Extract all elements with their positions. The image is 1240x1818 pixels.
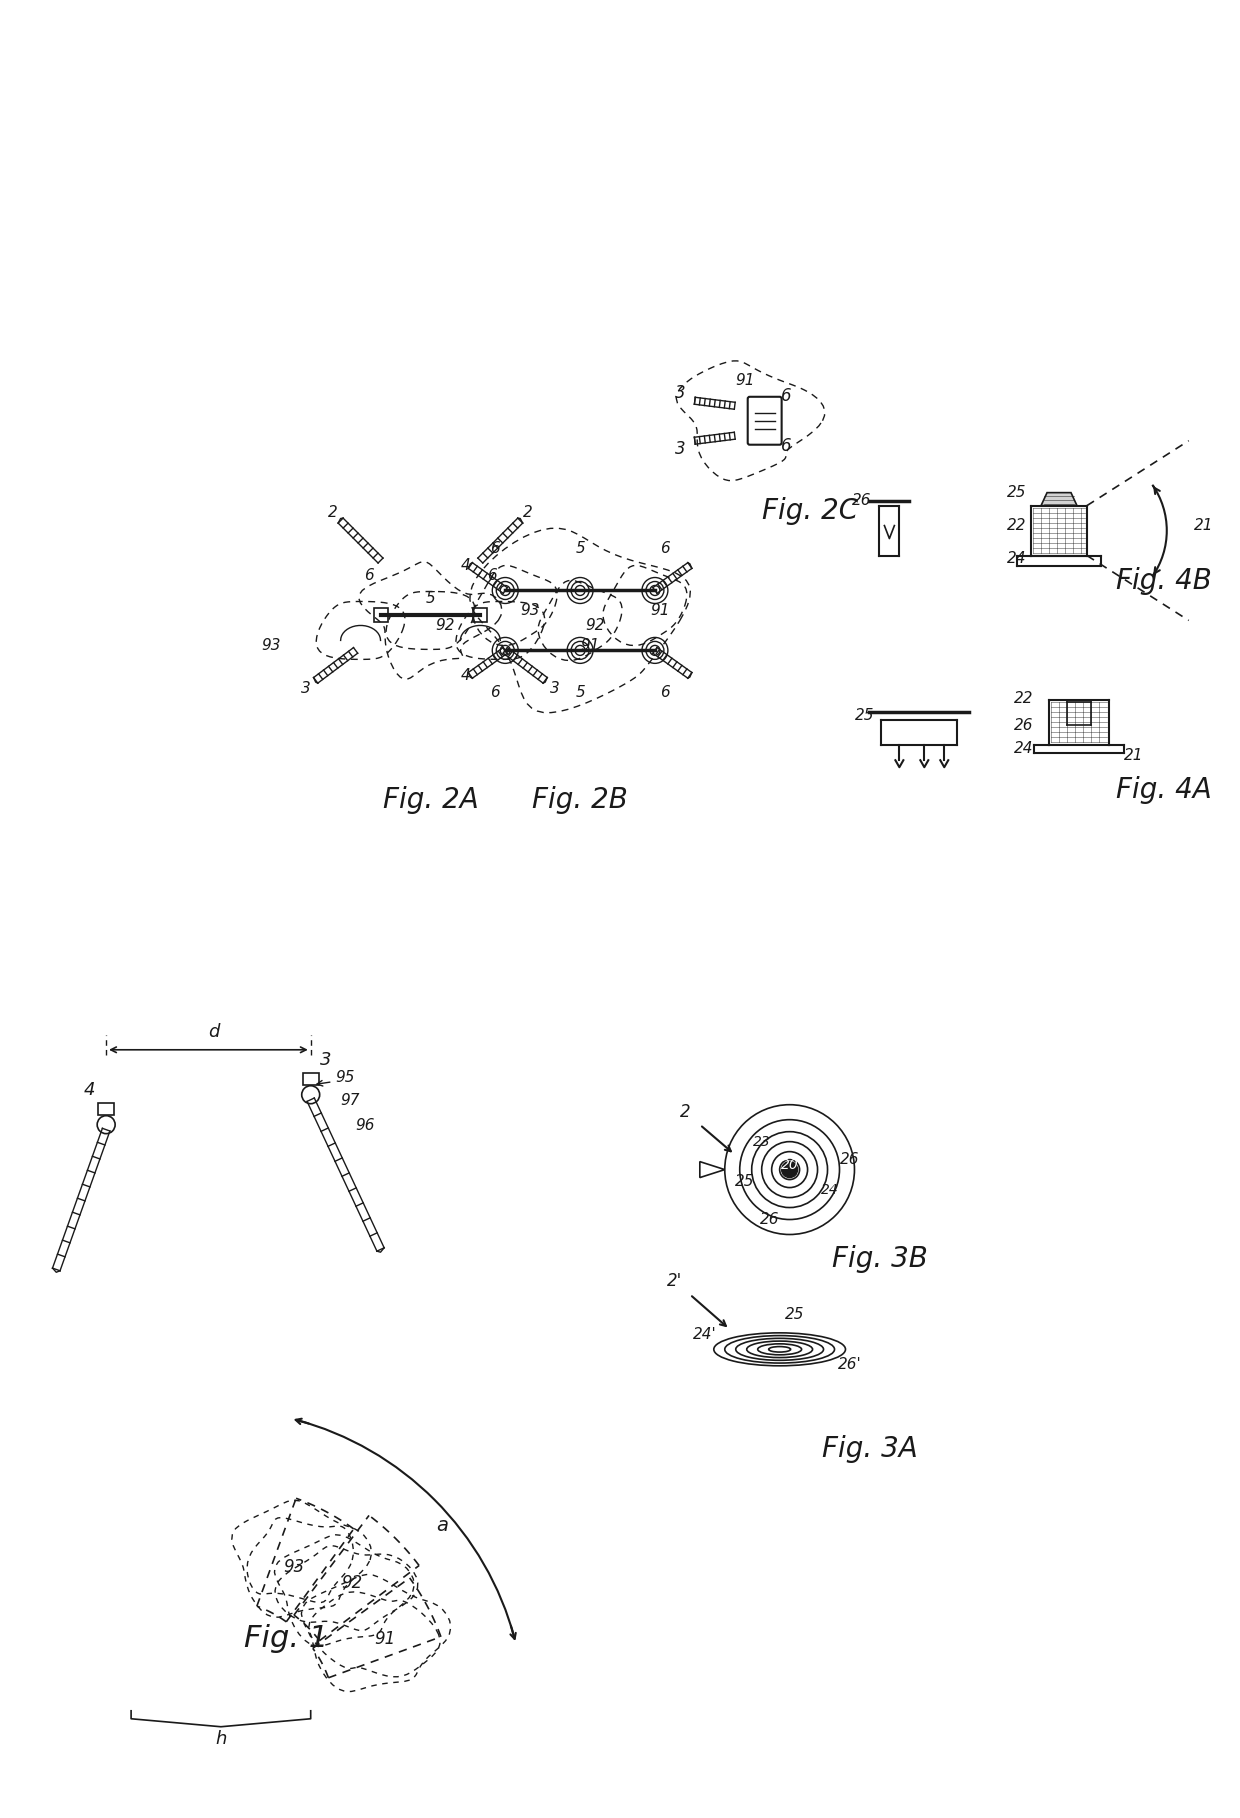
Text: 93: 93 xyxy=(284,1558,305,1576)
Text: 21: 21 xyxy=(1194,518,1214,533)
Text: 93: 93 xyxy=(262,638,280,653)
Text: 26': 26' xyxy=(837,1356,862,1373)
Text: 21: 21 xyxy=(1125,747,1143,764)
Text: 91: 91 xyxy=(735,373,754,389)
Text: 25: 25 xyxy=(1007,485,1027,500)
Circle shape xyxy=(301,1085,320,1104)
Text: 6: 6 xyxy=(363,567,373,584)
Text: 6: 6 xyxy=(660,542,670,556)
Text: 24: 24 xyxy=(821,1182,838,1196)
Text: Fig. 2C: Fig. 2C xyxy=(761,496,858,525)
Circle shape xyxy=(97,1116,115,1134)
Text: 92: 92 xyxy=(341,1574,362,1593)
Text: Fig. 3B: Fig. 3B xyxy=(832,1245,928,1273)
Bar xyxy=(98,1104,114,1114)
Text: a: a xyxy=(436,1516,448,1534)
Text: 3: 3 xyxy=(301,680,310,696)
Text: 5: 5 xyxy=(425,591,435,605)
Text: 24: 24 xyxy=(1014,740,1034,756)
Text: 91: 91 xyxy=(373,1631,396,1649)
Text: Fig. 1: Fig. 1 xyxy=(243,1625,327,1653)
Text: 23: 23 xyxy=(753,1134,770,1149)
Text: 20: 20 xyxy=(781,1158,799,1171)
Text: 22: 22 xyxy=(1007,518,1027,533)
Text: 3: 3 xyxy=(675,384,686,402)
Text: 3: 3 xyxy=(551,680,560,696)
Text: 26: 26 xyxy=(760,1213,780,1227)
Text: 3: 3 xyxy=(675,440,686,458)
Text: Fig. 4A: Fig. 4A xyxy=(1116,776,1211,804)
Text: 24: 24 xyxy=(1007,551,1027,565)
Text: 3: 3 xyxy=(320,1051,331,1069)
Polygon shape xyxy=(1042,493,1078,505)
FancyBboxPatch shape xyxy=(748,396,781,445)
Text: 6: 6 xyxy=(781,387,792,405)
Text: 95: 95 xyxy=(336,1069,355,1085)
Text: 96: 96 xyxy=(356,1118,374,1133)
Text: 25: 25 xyxy=(854,707,874,724)
Text: Fig. 4B: Fig. 4B xyxy=(1116,567,1211,594)
Text: 2: 2 xyxy=(523,505,533,520)
Text: 6: 6 xyxy=(490,685,500,700)
Text: 6: 6 xyxy=(781,436,792,454)
Text: 24': 24' xyxy=(693,1327,717,1342)
Text: 4: 4 xyxy=(83,1080,95,1098)
Text: Fig. 2B: Fig. 2B xyxy=(532,785,627,814)
Bar xyxy=(303,1073,319,1085)
Text: Fig. 3A: Fig. 3A xyxy=(822,1434,918,1463)
Text: 5: 5 xyxy=(575,542,585,556)
Text: d: d xyxy=(208,1024,219,1042)
Text: 2: 2 xyxy=(680,1104,691,1120)
Text: 2': 2' xyxy=(667,1273,682,1291)
Text: 26: 26 xyxy=(1014,718,1034,733)
Text: 97: 97 xyxy=(341,1093,360,1107)
Text: 25: 25 xyxy=(735,1174,754,1189)
Text: 25: 25 xyxy=(785,1307,805,1322)
Text: 22: 22 xyxy=(1014,691,1034,705)
Circle shape xyxy=(781,1162,797,1178)
Text: 92: 92 xyxy=(435,618,455,633)
Text: 91: 91 xyxy=(650,604,670,618)
Text: 26: 26 xyxy=(839,1153,859,1167)
Text: 26: 26 xyxy=(852,493,872,507)
Text: 93: 93 xyxy=(521,604,539,618)
Text: 6: 6 xyxy=(660,685,670,700)
Bar xyxy=(373,609,388,622)
Polygon shape xyxy=(699,1162,724,1178)
Text: 92: 92 xyxy=(585,618,605,633)
Text: 6: 6 xyxy=(487,567,497,584)
Text: 5: 5 xyxy=(575,685,585,700)
Text: 2: 2 xyxy=(327,505,337,520)
Text: 4: 4 xyxy=(460,558,470,573)
Bar xyxy=(474,609,487,622)
Text: 4: 4 xyxy=(460,667,470,684)
Text: 91: 91 xyxy=(580,638,600,653)
Text: 6: 6 xyxy=(490,542,500,556)
Text: h: h xyxy=(216,1729,227,1747)
Text: Fig. 2A: Fig. 2A xyxy=(383,785,479,814)
